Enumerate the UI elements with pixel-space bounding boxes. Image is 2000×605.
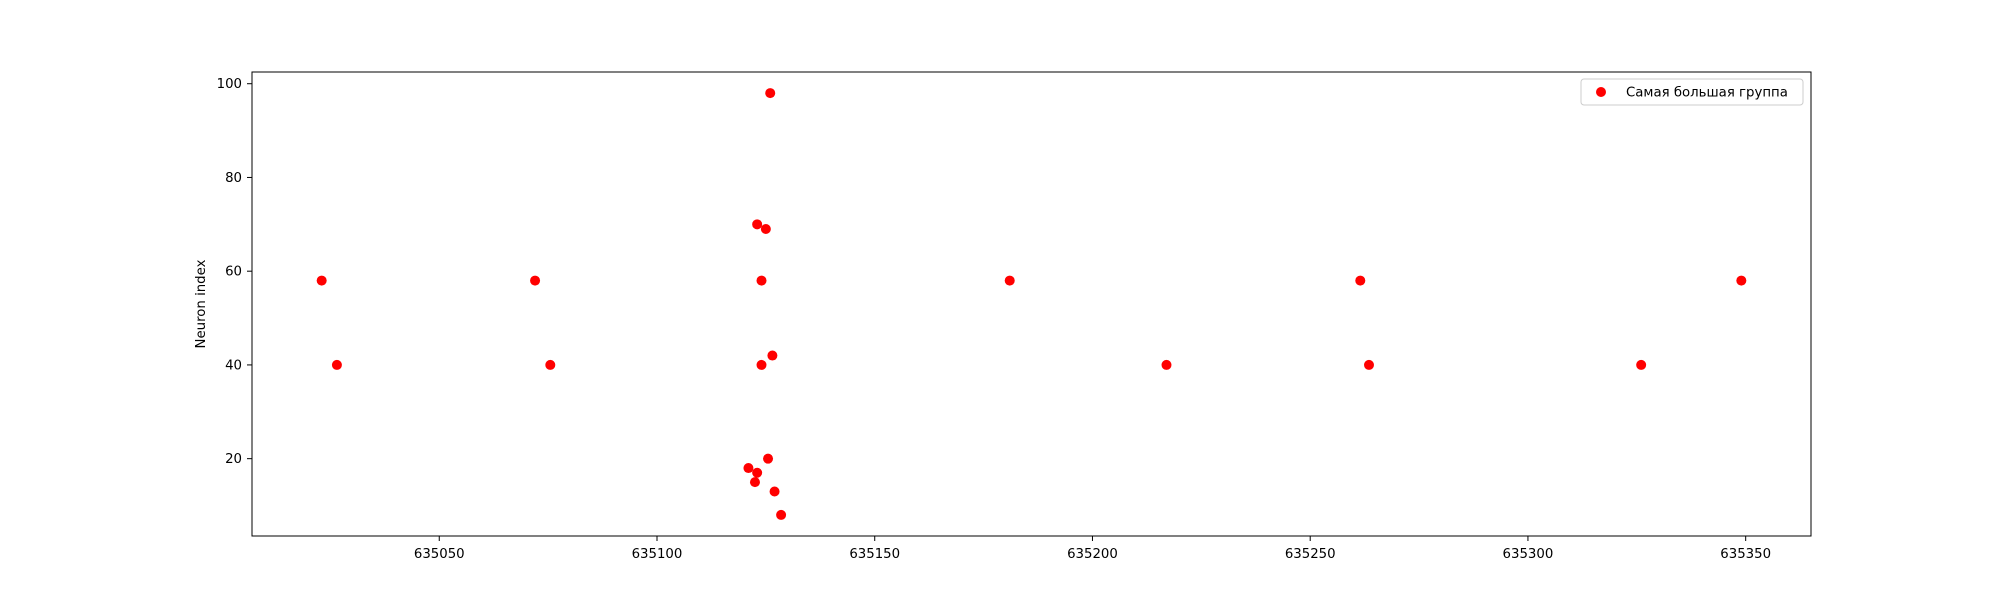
data-point [743, 463, 754, 474]
x-tick-label: 635200 [1067, 547, 1118, 562]
data-point [316, 275, 327, 286]
x-tick-label: 635100 [632, 547, 683, 562]
x-tick-label: 635250 [1285, 547, 1336, 562]
legend-box [1580, 78, 1804, 106]
data-point [765, 88, 776, 99]
y-tick-label: 80 [225, 171, 242, 186]
y-axis-label: Neuron index [194, 259, 209, 348]
data-point [752, 219, 763, 230]
data-point [1004, 275, 1015, 286]
data-point [331, 359, 342, 370]
y-tick-label: 60 [225, 265, 242, 280]
x-tick-label: 635300 [1503, 547, 1554, 562]
data-point [756, 359, 767, 370]
data-point [767, 350, 778, 361]
legend: Самая большая группа [1580, 78, 1804, 106]
data-point [545, 359, 556, 370]
y-tick-label: 20 [225, 452, 242, 467]
y-tick-label: 100 [217, 77, 242, 92]
data-point [1161, 359, 1172, 370]
data-point [760, 224, 771, 235]
data-point [1355, 275, 1366, 286]
x-tick-label: 635150 [849, 547, 900, 562]
y-tick-label: 40 [225, 358, 242, 373]
data-point [1636, 359, 1647, 370]
data-point [1363, 359, 1374, 370]
x-axis: 635050 635100 635150 635200 635250 635300 6353… [414, 536, 1771, 562]
x-tick-label: 635050 [414, 547, 465, 562]
data-point [530, 275, 541, 286]
data-point [776, 509, 787, 520]
plot-area-frame [251, 71, 1812, 537]
data-point [756, 275, 767, 286]
data-point [749, 477, 760, 488]
data-point [763, 453, 774, 464]
data-points-layer [316, 88, 1747, 520]
legend-label: Самая большая группа [1626, 85, 1788, 101]
y-axis: 20 40 60 80 100 [217, 77, 252, 467]
data-point [769, 486, 780, 497]
legend-marker [1596, 87, 1606, 97]
x-tick-label: 635350 [1720, 547, 1771, 562]
data-point [752, 467, 763, 478]
data-point [1736, 275, 1747, 286]
